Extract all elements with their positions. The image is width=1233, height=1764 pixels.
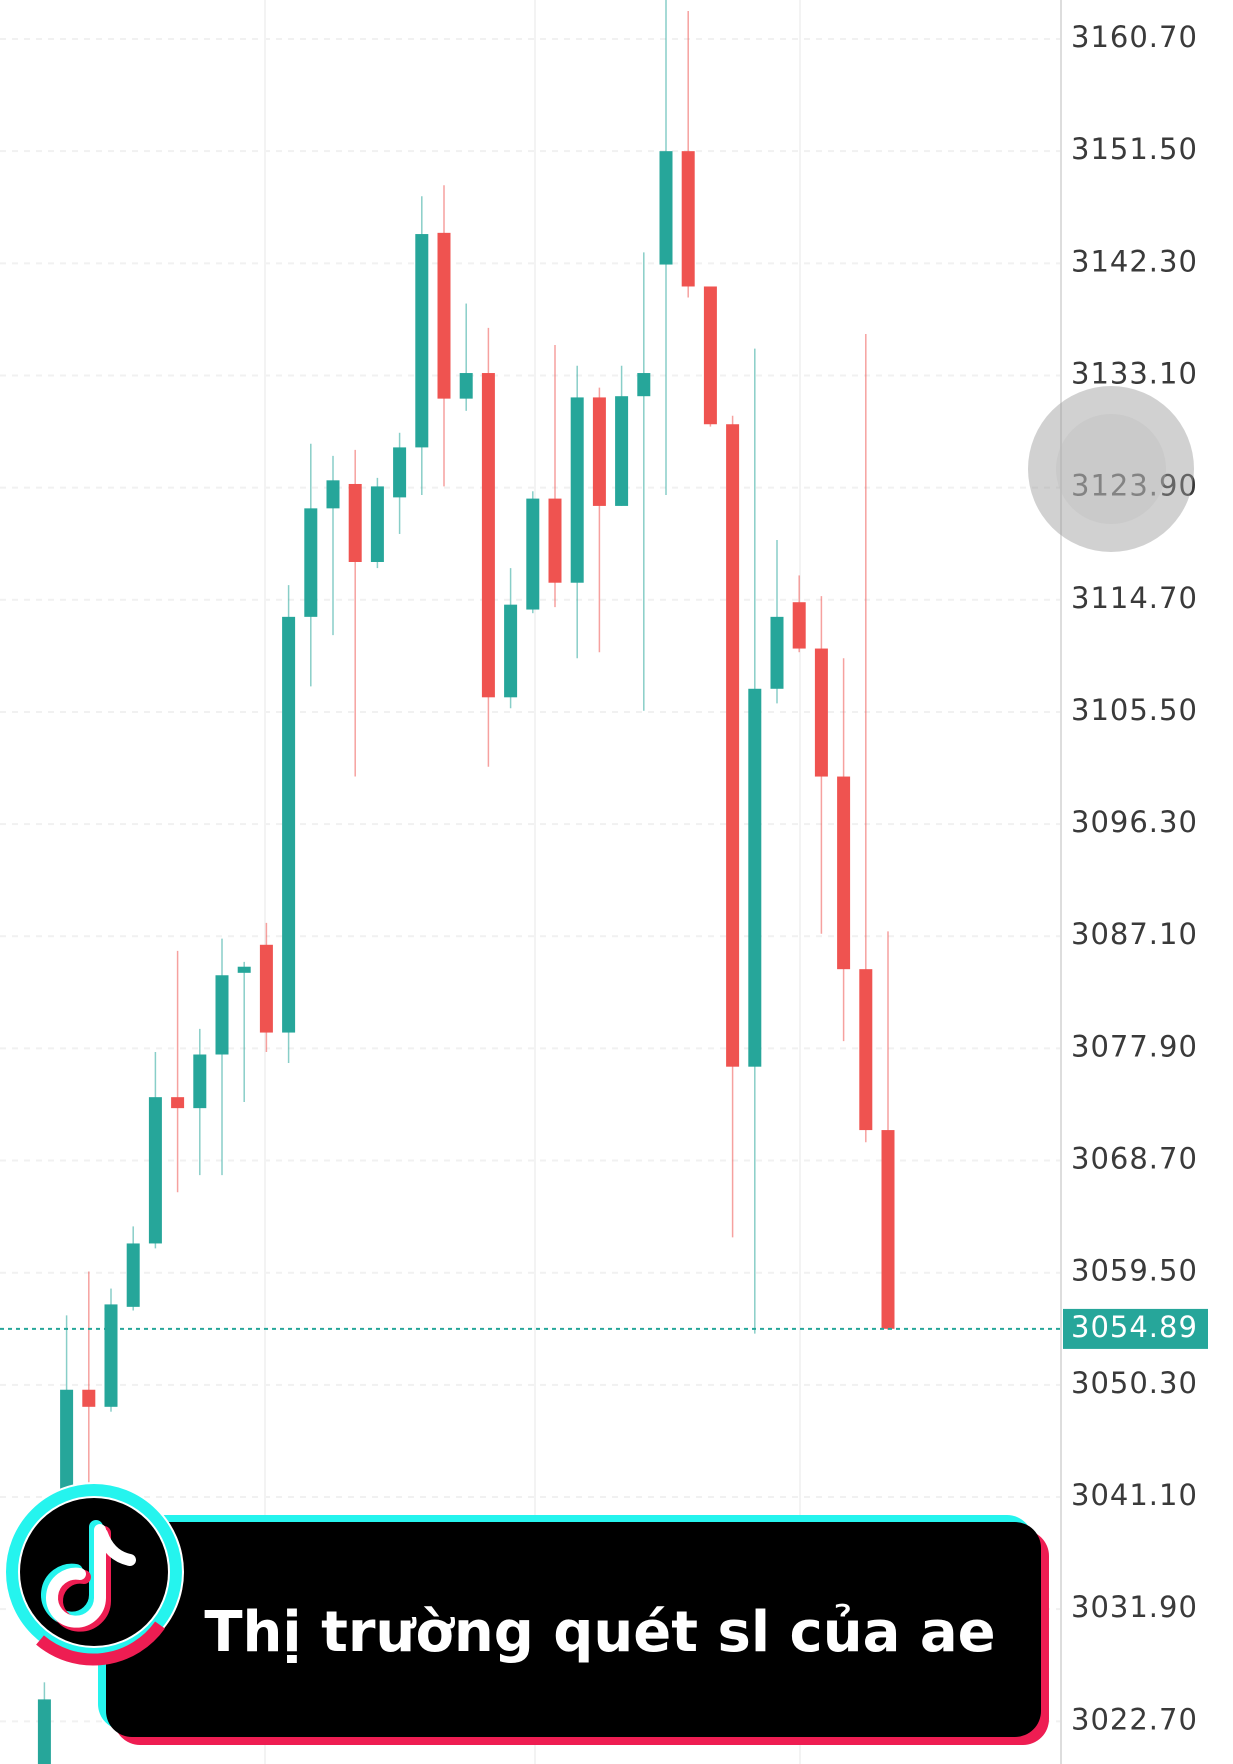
candle-body: [548, 498, 562, 583]
y-tick-label: 3041.10: [1071, 1478, 1198, 1512]
logo-red: [36, 1621, 165, 1666]
candle-body: [437, 232, 451, 399]
candle-body: [104, 1304, 118, 1407]
price-axis: 3160.70 3151.50 3142.30 3133.10 3123.90 3114.…: [1063, 20, 1208, 1736]
y-tick-label: 3059.50: [1071, 1254, 1198, 1288]
y-tick-label: 3096.30: [1071, 805, 1198, 839]
y-tick-label: 3123.90: [1071, 469, 1198, 503]
y-tick-label: 3077.90: [1071, 1029, 1198, 1063]
last-price-label: 3054.89: [1071, 1310, 1198, 1344]
y-tick-label: 3031.90: [1071, 1590, 1198, 1624]
y-tick-label: 3142.30: [1071, 244, 1198, 278]
caption-text: Thị trường quét sl của ae: [204, 1600, 995, 1665]
candle-body: [393, 447, 407, 498]
candle-body: [703, 286, 717, 425]
candle-body: [37, 1699, 51, 1764]
logo-note: [41, 1520, 136, 1632]
y-tick-label: 3160.70: [1071, 20, 1198, 54]
candle-body: [659, 151, 673, 265]
candle-body: [859, 969, 873, 1131]
candle-body: [681, 151, 695, 287]
candle-body: [82, 1389, 96, 1407]
touch-indicator-inner: [1056, 414, 1166, 524]
candle-body: [282, 616, 296, 1033]
candle-body: [504, 604, 518, 698]
y-tick-label: 3050.30: [1071, 1366, 1198, 1400]
candle-body: [748, 688, 762, 1067]
candle-body: [726, 424, 740, 1067]
y-tick-label: 3068.70: [1071, 1142, 1198, 1176]
candle-body: [770, 616, 784, 689]
candle-body: [304, 508, 318, 617]
caption-box: [106, 1522, 1041, 1737]
candle-body: [792, 602, 806, 649]
y-tick-label: 3087.10: [1071, 917, 1198, 951]
touch-indicator: [1028, 386, 1194, 552]
candle-body: [459, 373, 473, 399]
y-tick-label: 3114.70: [1071, 581, 1198, 615]
candle-body: [215, 975, 229, 1055]
candle-body: [148, 1097, 162, 1244]
candle-body: [237, 966, 251, 973]
y-tick-label: 3022.70: [1071, 1702, 1198, 1736]
candle-body: [370, 486, 384, 562]
candle-body: [415, 234, 429, 448]
y-tick-label: 3151.50: [1071, 132, 1198, 166]
candle-body: [481, 373, 495, 698]
y-tick-label: 3133.10: [1071, 356, 1198, 390]
candle-body: [592, 397, 606, 506]
candle-body: [881, 1130, 895, 1329]
candle-body: [259, 944, 273, 1033]
candle-body: [526, 498, 540, 610]
candle-body: [837, 776, 851, 970]
candle-body: [193, 1054, 207, 1109]
y-tick-label: 3105.50: [1071, 693, 1198, 727]
candle-body: [348, 483, 362, 562]
candle-body: [570, 397, 584, 583]
caption-overlay: Thị trường quét sl của ae: [4, 1482, 1049, 1745]
candles: [0, 0, 1061, 1764]
last-price-box: [1063, 1308, 1208, 1349]
candle-body: [615, 396, 629, 506]
candle-body: [126, 1243, 140, 1307]
candle-body: [814, 648, 828, 777]
candle-body: [637, 373, 651, 397]
candle-body: [171, 1097, 185, 1109]
candle-body: [326, 480, 340, 509]
